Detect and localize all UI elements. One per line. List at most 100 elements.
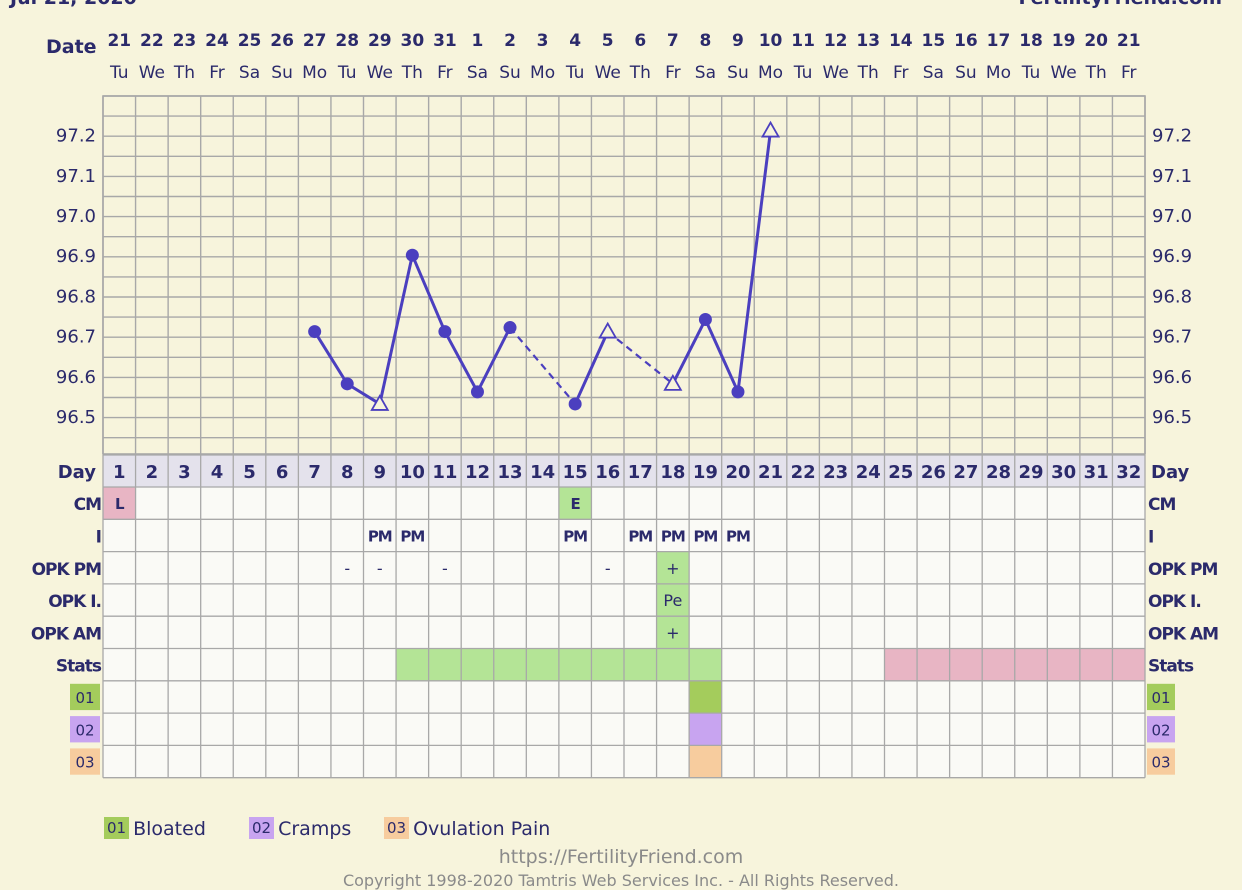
- temp-point: [308, 325, 322, 339]
- date-number: 13: [856, 31, 880, 51]
- temp-segment: [476, 326, 512, 393]
- date-row-label: Date: [46, 36, 97, 58]
- y-tick-label-left: 97.1: [56, 166, 96, 187]
- legend-label-cramps: Cramps: [278, 818, 352, 840]
- y-tick-label-right: 96.9: [1152, 246, 1192, 267]
- legend-label-bloated: Bloated: [133, 818, 206, 840]
- day-row-label-right: Day: [1151, 462, 1190, 483]
- y-tick-label-left: 96.8: [56, 286, 96, 307]
- date-number: 19: [1052, 31, 1076, 51]
- obs-cell-text: PM: [628, 527, 652, 545]
- date-number: 26: [270, 31, 294, 51]
- y-tick-label-right: 96.6: [1152, 367, 1192, 388]
- row-label-right: I: [1148, 527, 1153, 547]
- legend-item-bloated: 01 Bloated: [104, 817, 206, 840]
- date-number: 20: [1084, 31, 1108, 51]
- date-weekday: We: [823, 63, 849, 83]
- symptom-code-bg-right: [1147, 683, 1175, 711]
- day-number: 26: [921, 462, 946, 483]
- y-tick-label-left: 96.5: [56, 407, 96, 428]
- temp-segment: [736, 130, 773, 393]
- y-tick-label-right: 96.7: [1152, 327, 1192, 348]
- temp-segment: [410, 254, 447, 333]
- row-label-left: OPK AM: [31, 624, 101, 644]
- day-number: 28: [986, 462, 1011, 483]
- obs-cell-fill: [103, 487, 136, 520]
- date-number: 2: [504, 31, 516, 51]
- date-weekday: Th: [401, 63, 423, 83]
- day-number: 18: [660, 462, 685, 483]
- footer-copyright: Copyright 1998-2020 Tamtris Web Services…: [342, 871, 900, 890]
- symptom-code-right: 02: [1151, 721, 1170, 739]
- temp-point: [698, 313, 712, 327]
- date-number: 24: [205, 31, 229, 51]
- day-number: 4: [211, 462, 224, 483]
- row-label-right: OPK I.: [1148, 592, 1201, 612]
- fertility-chart: Jul 21, 2020 FertilityFriend.com Date 2 1…: [8, 0, 1222, 779]
- symptom-code-right: 03: [1151, 754, 1170, 772]
- obs-cell-fill: [656, 616, 690, 649]
- day-number: 31: [1084, 462, 1109, 483]
- legend-item-cramps: 02 Cramps: [249, 817, 351, 840]
- day-number: 8: [341, 462, 354, 483]
- symptom-code-right: 01: [1151, 689, 1170, 707]
- row-label-right: OPK PM: [1148, 560, 1217, 580]
- date-number: 10: [759, 31, 783, 51]
- date-weekday: Sa: [695, 63, 716, 83]
- row-label-right: Stats: [1148, 657, 1194, 677]
- row-label-right: CM: [1148, 495, 1175, 515]
- symptom-code-bg-right: [1147, 748, 1175, 775]
- day-number: 17: [628, 462, 653, 483]
- day-number: 20: [725, 462, 750, 483]
- y-tick-label-right: 96.5: [1152, 407, 1192, 428]
- obs-cell-fill: [656, 551, 690, 584]
- date-number: 11: [791, 31, 815, 51]
- temp-segment: [313, 330, 349, 385]
- legend-code-bloated: 01: [104, 817, 130, 839]
- date-number: 30: [401, 31, 425, 51]
- obs-cell-text: -: [344, 559, 350, 578]
- day-number: 1: [113, 462, 126, 483]
- date-weekday: Fr: [893, 63, 909, 83]
- date-weekday: Mo: [758, 63, 783, 83]
- date-header: 21Tu22We23Th24Fr25Sa26Su27Mo28Tu29We30Th…: [107, 31, 1140, 83]
- date-weekday: Mo: [302, 63, 327, 83]
- y-tick-label-right: 96.8: [1152, 286, 1192, 307]
- date-weekday: Su: [499, 63, 521, 83]
- temperature-line: [308, 120, 781, 411]
- symptom-code-bg-right: [1147, 716, 1175, 743]
- obs-cell-text: L: [115, 495, 125, 513]
- date-weekday: We: [367, 63, 393, 83]
- obs-cell-text: PM: [400, 527, 424, 545]
- date-weekday: Th: [629, 63, 651, 83]
- date-number: 12: [824, 31, 848, 51]
- symptom-code-left: 02: [75, 721, 94, 739]
- symptom-code-left: 03: [75, 754, 94, 772]
- symptom-code-left: 01: [75, 689, 94, 707]
- date-number: 22: [140, 31, 164, 51]
- day-number: 24: [856, 462, 881, 483]
- symptom-code-bg-left: [70, 683, 100, 711]
- date-weekday: Tu: [1021, 63, 1041, 83]
- site-name: FertilityFriend.com: [1018, 0, 1222, 9]
- legend-item-ovulation-pain: 03 Ovulation Pain: [384, 817, 550, 840]
- day-number: 6: [276, 462, 289, 483]
- temp-segment: [378, 254, 414, 405]
- legend-code-ovulation-pain: 03: [384, 817, 410, 839]
- y-tick-label-right: 97.1: [1152, 166, 1192, 187]
- date-weekday: Th: [857, 63, 879, 83]
- y-tick-label-left: 97.0: [56, 206, 96, 227]
- row-label-right: OPK AM: [1148, 624, 1218, 644]
- date-weekday: Mo: [530, 63, 555, 83]
- date-number: 17: [987, 31, 1011, 51]
- temp-segment: [509, 326, 576, 405]
- date-number: 31: [433, 31, 457, 51]
- date-number: 27: [303, 31, 327, 51]
- grid-border: [102, 95, 1146, 455]
- chart-date-title: Jul 21, 2020: [8, 0, 137, 9]
- date-weekday: Su: [271, 63, 293, 83]
- temp-point: [503, 321, 517, 335]
- date-weekday: Fr: [209, 63, 225, 83]
- y-tick-label-left: 97.2: [56, 126, 96, 147]
- footer-url[interactable]: https://FertilityFriend.com: [498, 846, 744, 868]
